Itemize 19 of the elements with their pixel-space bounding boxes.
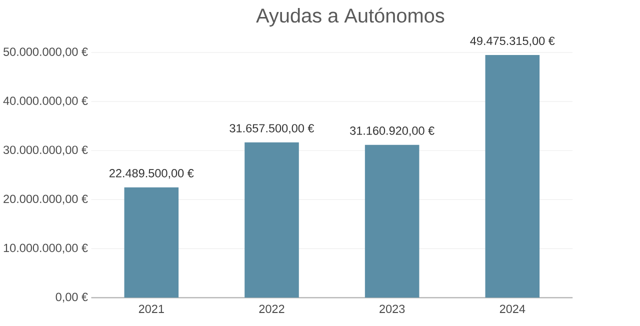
y-tick-label: 20.000.000,00 € [4,194,88,205]
bar [124,188,179,298]
y-tick-label: 50.000.000,00 € [3,48,88,58]
data-label: 31.657.500,00 € [230,124,314,134]
bar [364,145,420,298]
x-tick-label: 2022 [259,304,284,314]
y-tick-label: 30.000.000,00 € [3,146,88,156]
bar [485,55,540,298]
bar [244,142,299,298]
data-label: 22.489.500,00 € [110,169,194,179]
y-tick-label: 40.000.000,00 € [3,96,88,107]
data-label: 49.475.315,00 € [470,36,555,47]
x-tick-label: 2024 [500,304,526,314]
x-tick-label: 2023 [380,304,405,314]
x-tick-label: 2021 [138,304,164,314]
data-label: 31.160.920,00 € [350,126,434,136]
y-tick-label: 0,00 € [56,292,88,303]
chart-title: Ayudas a Autónomos [256,8,444,27]
y-tick-label: 10.000.000,00 € [4,244,88,254]
